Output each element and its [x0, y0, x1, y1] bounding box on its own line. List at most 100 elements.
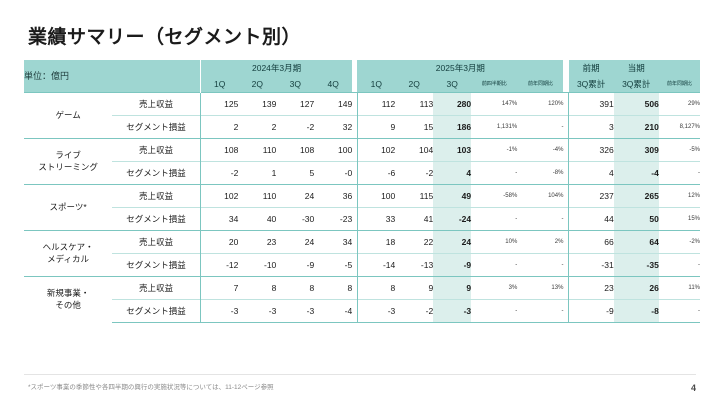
cell-qoq: 147% [471, 91, 518, 115]
cell-curr-cum: 506 [613, 91, 659, 115]
cell-fy25-q1: 9 [356, 115, 396, 138]
cell-fy24-q4: -5 [344, 259, 353, 270]
cell-fy24-q2: 40 [266, 213, 277, 224]
cell-fy25-q1: 33 [356, 207, 396, 230]
table-row: ライブ ストリーミング 売上収益 108 110 108 100 102 104 103 -1% -4… [24, 137, 700, 184]
cell-fy25-q3: 9 [433, 275, 472, 299]
cell-fy24-q2: 8 [238, 275, 277, 299]
cell-fy24-q4: 100 [314, 137, 353, 161]
col-fy24-q3: 3Q [289, 78, 301, 89]
cell-prev-cum: -9 [568, 299, 614, 323]
cell-qoq: -58% [471, 183, 518, 207]
cell-curr-cum: -8 [613, 299, 659, 323]
cell-cum-yoy: 15% [687, 215, 700, 222]
cell-yoy: - [561, 123, 564, 130]
col-qoq: 前四半期比 [481, 81, 507, 88]
table-row: 新規事業・ その他 売上収益 7 8 8 8 8 9 9 3% 13% 23 26 11% [24, 275, 700, 322]
cell-fy24-q1: 102 [199, 183, 239, 207]
cell-curr-cum: 210 [613, 115, 659, 138]
cell-yoy: -8% [552, 169, 564, 176]
cell-fy24-q4: -23 [339, 213, 353, 224]
segment-label: スポーツ* [24, 183, 113, 230]
col-yoy: 前年同期比 [527, 81, 553, 88]
unit-label: 単位：億円 [24, 71, 70, 82]
page-title: 業績サマリー（セグメント別） [28, 27, 302, 48]
segment-label: 新規事業・ その他 [24, 275, 113, 322]
cell-fy24-q1: -2 [199, 161, 239, 184]
cell-prev-cum: 391 [568, 91, 614, 115]
cell-cum-yoy: - [658, 299, 700, 323]
cell-fy24-q4: 36 [314, 183, 353, 207]
table-row: ゲーム 売上収益 125 139 127 149 112 113 280 147% 120% 391 5… [24, 91, 700, 138]
cell-fy25-q1: 8 [356, 275, 396, 299]
header-gap-3 [352, 76, 358, 92]
col-fy24-q1: 1Q [199, 76, 239, 92]
cell-cum-yoy: - [698, 261, 700, 268]
cell-fy25-q3: 186 [433, 115, 472, 138]
cell-gap [352, 137, 358, 161]
cell-fy24-q2: 23 [238, 229, 277, 253]
cell-curr-cum: -4 [613, 161, 659, 184]
metric-label: 売上収益 [112, 137, 201, 161]
cell-fy25-q2: 41 [423, 213, 434, 224]
cell-fy24-q3: 8 [276, 275, 315, 299]
table-row: ヘルスケア・ メディカル 売上収益 20 23 24 34 18 22 24 10% 2% 66 64 -2… [24, 229, 700, 276]
cell-fy25-q2: 115 [395, 183, 434, 207]
metric-label: 売上収益 [112, 183, 201, 207]
cell-yoy: 13% [517, 275, 564, 299]
metric-label: セグメント損益 [126, 121, 186, 132]
col-fy25-q3: 3Q [446, 78, 458, 89]
cell-fy25-q3: 103 [433, 137, 472, 161]
metric-label: 売上収益 [112, 91, 201, 115]
cell-yoy: 2% [517, 229, 564, 253]
table-row: セグメント損益 -3 -3 -3 -4 -3 -2 -3- - -9 -8- [24, 299, 700, 323]
cell-fy25-q2: 15 [423, 121, 434, 132]
cell-cum-yoy: -5% [658, 137, 700, 161]
metric-label: セグメント損益 [126, 259, 186, 270]
performance-table-wrapper: 単位：億円 2024年3月期 2025年3月期 前期 当期 1Q 2Q 3Q 4… [24, 60, 700, 323]
cell-fy25-q1: -3 [356, 299, 396, 323]
cell-gap [352, 229, 358, 253]
cell-cum-yoy: - [698, 169, 700, 176]
table-row: セグメント損益 -2 1 5 -0 -6 -2 4- -8% 4 -4- [24, 161, 700, 184]
cell-prev-cum: 326 [568, 137, 614, 161]
table-row: セグメント損益 34 40 -30 -23 33 41 -24- -44 50 15% [24, 207, 700, 230]
cell-fy25-q2: 9 [395, 275, 434, 299]
metric-label: 売上収益 [112, 229, 201, 253]
cell-gap [563, 229, 569, 253]
cell-prev-cum: 44 [568, 207, 614, 230]
group-header-prev-period: 前期 [582, 63, 600, 73]
col-fy25-q1: 1Q [370, 78, 382, 89]
cell-yoy: 120% [517, 91, 564, 115]
cell-qoq: 3% [471, 275, 518, 299]
cell-qoq: 1,131% [496, 123, 518, 130]
cell-fy25-q3: -24 [433, 207, 472, 230]
header-gap-1 [352, 60, 358, 76]
cell-curr-cum: 309 [613, 137, 659, 161]
performance-summary-table: 単位：億円 2024年3月期 2025年3月期 前期 当期 1Q 2Q 3Q 4… [24, 60, 700, 323]
cell-fy24-q1: 20 [199, 229, 239, 253]
cell-gap [563, 275, 569, 299]
col-cum-yoy: 前年同期比 [666, 81, 692, 88]
cell-gap [352, 299, 358, 323]
cell-prev-cum: 4 [568, 161, 614, 184]
col-curr-cum: 3Q累計 [622, 78, 651, 89]
cell-fy24-q4: 32 [342, 121, 353, 132]
cell-fy25-q1: -6 [356, 161, 396, 184]
cell-fy25-q2: -13 [420, 259, 434, 270]
cell-cum-yoy: 8,127% [679, 123, 700, 130]
cell-fy24-q1: -12 [199, 253, 239, 276]
cell-qoq: - [515, 261, 518, 268]
cell-fy24-q1: -3 [199, 299, 239, 323]
cell-fy25-q3: -9 [433, 253, 472, 276]
page-number: 4 [690, 383, 696, 393]
cell-qoq: - [515, 215, 518, 222]
cell-yoy: -4% [517, 137, 564, 161]
cell-gap [563, 183, 569, 207]
cell-prev-cum: 237 [568, 183, 614, 207]
table-body: ゲーム 売上収益 125 139 127 149 112 113 280 147% 120% 391 5… [24, 91, 700, 323]
cell-fy24-q2: 2 [271, 121, 277, 132]
cell-cum-yoy: 11% [658, 275, 700, 299]
cell-yoy: - [561, 215, 564, 222]
cell-fy24-q1: 125 [199, 91, 239, 115]
